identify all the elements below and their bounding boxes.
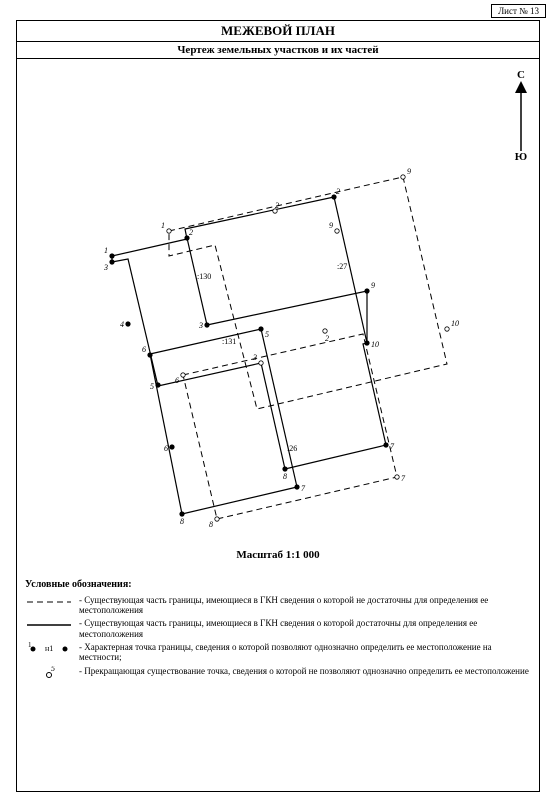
point-label: 8 — [180, 517, 184, 526]
point-label: 7 — [390, 442, 395, 451]
point-label: 2 — [275, 201, 279, 210]
parcel-label: :26 — [287, 444, 297, 453]
boundary-point — [295, 485, 299, 489]
boundary-point — [259, 361, 263, 365]
point-label: 7 — [401, 474, 406, 483]
boundary-point — [170, 445, 174, 449]
boundary-point — [365, 341, 369, 345]
point-label: 9 — [407, 167, 411, 176]
point-label: 8 — [283, 472, 287, 481]
point-label: 2 — [336, 187, 340, 196]
svg-text:5: 5 — [51, 666, 55, 673]
boundary-point — [110, 260, 114, 264]
point-label: 2 — [189, 228, 193, 237]
point-label: 10 — [451, 319, 459, 328]
solid-boundary — [112, 197, 386, 469]
point-label: 6 — [164, 444, 168, 453]
point-label: 9 — [371, 281, 375, 290]
legend-symbol-charpt: н1 1 — [25, 642, 73, 656]
boundary-point — [148, 353, 152, 357]
point-label: 5 — [150, 382, 154, 391]
point-label: 1 — [104, 246, 108, 255]
legend-text: - Существующая часть границы, имеющиеся … — [79, 618, 531, 639]
point-label: 3 — [198, 321, 203, 330]
legend-symbol-hollow: 5 — [25, 666, 73, 680]
legend-symbol-solid — [25, 618, 73, 632]
boundary-point — [180, 512, 184, 516]
scale-label: Масштаб 1:1 000 — [17, 549, 539, 561]
solid-boundary — [150, 329, 297, 514]
boundary-point — [215, 517, 219, 521]
cadastral-plot: :27:26:130:13112293345566778810129923106… — [27, 69, 527, 529]
boundary-point — [401, 175, 405, 179]
boundary-point — [167, 229, 171, 233]
legend-title: Условные обозначения: — [25, 579, 531, 591]
boundary-point — [384, 443, 388, 447]
svg-text:1: 1 — [28, 642, 32, 649]
body-area: С Ю :27:26:130:1311229334556677881012992… — [17, 59, 539, 789]
document-frame: МЕЖЕВОЙ ПЛАН Чертеж земельных участков и… — [16, 20, 540, 792]
sheet-number-box: Лист № 13 — [491, 4, 546, 18]
boundary-point — [365, 289, 369, 293]
point-label: 6 — [175, 376, 179, 385]
boundary-point — [395, 475, 399, 479]
boundary-point — [283, 467, 287, 471]
boundary-point — [126, 322, 130, 326]
legend-text: - Прекращающая существование точка, свед… — [79, 666, 531, 676]
parcel-label: :27 — [337, 262, 347, 271]
page-subtitle: Чертеж земельных участков и их частей — [17, 42, 539, 59]
point-label: 5 — [265, 330, 269, 339]
legend-symbol-dashed — [25, 595, 73, 609]
point-label: 9 — [329, 221, 333, 230]
boundary-point — [205, 323, 209, 327]
boundary-point — [181, 373, 185, 377]
legend-row: - Существующая часть границы, имеющиеся … — [25, 595, 531, 616]
legend: Условные обозначения: - Существующая час… — [25, 579, 531, 683]
parcel-label: :131 — [222, 337, 236, 346]
legend-text: - Характерная точка границы, сведения о … — [79, 642, 531, 663]
point-label: 8 — [209, 520, 213, 529]
legend-row: н1 1 - Характерная точка границы, сведения… — [25, 642, 531, 663]
point-label: 3 — [103, 263, 108, 272]
dashed-boundary — [183, 334, 397, 519]
solid-boundary — [187, 238, 367, 343]
svg-text:н1: н1 — [45, 644, 53, 653]
point-label: 6 — [142, 345, 146, 354]
point-label: 2 — [325, 334, 329, 343]
boundary-point — [110, 254, 114, 258]
point-label: 1 — [161, 221, 165, 230]
sheet-number: Лист № 13 — [498, 6, 539, 16]
parcel-label: :130 — [197, 272, 211, 281]
point-label: 4 — [120, 320, 124, 329]
legend-text: - Существующая часть границы, имеющиеся … — [79, 595, 531, 616]
legend-row: 5 - Прекращающая существование точка, све… — [25, 666, 531, 680]
boundary-point — [259, 327, 263, 331]
point-label: 10 — [371, 340, 379, 349]
boundary-point — [335, 229, 339, 233]
boundary-point — [323, 329, 327, 333]
legend-row: - Существующая часть границы, имеющиеся … — [25, 618, 531, 639]
boundary-point — [156, 383, 160, 387]
point-label: 3 — [252, 353, 257, 362]
legend-rows: - Существующая часть границы, имеющиеся … — [25, 595, 531, 680]
boundary-point — [445, 327, 449, 331]
point-label: 7 — [301, 484, 306, 493]
page: Лист № 13 МЕЖЕВОЙ ПЛАН Чертеж земельных … — [0, 0, 554, 800]
page-title: МЕЖЕВОЙ ПЛАН — [17, 21, 539, 42]
